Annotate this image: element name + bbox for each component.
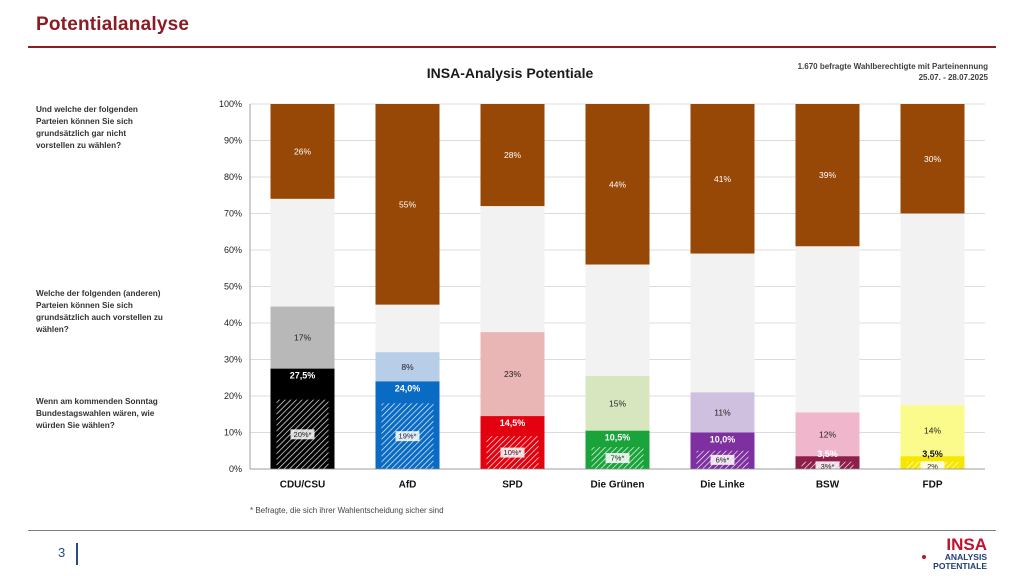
bar-rejection: [585, 104, 650, 265]
x-tick-label: Die Grünen: [591, 480, 645, 491]
insa-logo: INSA ANALYSIS POTENTIALE: [922, 535, 988, 571]
question-potential: Welche der folgenden (anderen) Parteien …: [36, 289, 163, 334]
label-certain-bg: [500, 447, 525, 458]
y-tick-label: 10%: [224, 428, 242, 438]
bar-rejection: [375, 104, 440, 305]
x-tick-label: FDP: [923, 480, 943, 491]
bar-neutral: [795, 246, 860, 413]
footnote: * Befragte, die sich ihrer Wahlentscheid…: [250, 506, 444, 515]
bar-potential: [480, 332, 545, 417]
label-certain-bg: [710, 454, 735, 465]
svg-text:INSA: INSA: [946, 535, 987, 554]
label-certain: 6%*: [716, 455, 730, 464]
page-number: 3: [58, 545, 66, 560]
bar-neutral: [690, 253, 755, 393]
label-vote: 24,0%: [395, 383, 421, 393]
question-rejection: Und welche der folgenden Parteien können…: [36, 105, 138, 150]
bar-neutral: [375, 304, 440, 353]
label-certain: 10%*: [504, 448, 522, 457]
label-potential: 15%: [609, 398, 626, 408]
bar-potential: [585, 375, 650, 431]
label-vote: 10,5%: [605, 433, 631, 443]
x-tick-label: Die Linke: [700, 480, 745, 491]
label-rejection: 26%: [294, 146, 311, 156]
label-potential: 23%: [504, 369, 521, 379]
label-potential: 14%: [924, 426, 941, 436]
sample-info: 1.670 befragte Wahlberechtigte mit Parte…: [798, 61, 988, 83]
label-certain: 7%*: [611, 454, 625, 463]
label-certain-bg: [815, 461, 840, 472]
bar-potential: [690, 392, 755, 433]
x-tick-label: BSW: [816, 480, 840, 491]
bar-potential: [795, 412, 860, 457]
label-rejection: 28%: [504, 150, 521, 160]
label-certain: 19%*: [399, 432, 417, 441]
label-certain-bg: [395, 431, 420, 442]
label-vote: 10,0%: [710, 435, 736, 445]
bar-potential: [270, 306, 335, 369]
bar-rejection: [480, 104, 545, 207]
bar-neutral: [585, 264, 650, 376]
bars: [270, 104, 965, 469]
label-certain-bg: [605, 453, 630, 464]
y-tick-label: 20%: [224, 391, 242, 401]
y-tick-label: 30%: [224, 355, 242, 365]
label-rejection: 44%: [609, 179, 626, 189]
axes: 0% 10% 20% 30% 40% 50% 60% 70% 80% 90% 100% CDU/CSU…: [219, 99, 985, 491]
label-vote: 14,5%: [500, 418, 526, 428]
bar-neutral: [900, 213, 965, 406]
y-tick-label: 80%: [224, 172, 242, 182]
label-certain: 2%: [927, 462, 938, 471]
label-rejection: 30%: [924, 154, 941, 164]
label-rejection: 39%: [819, 170, 836, 180]
title-divider: [28, 46, 996, 48]
label-rejection: 41%: [714, 174, 731, 184]
footer-divider: [28, 530, 996, 531]
y-tick-label: 100%: [219, 99, 242, 109]
label-rejection: 55%: [399, 199, 416, 209]
label-potential: 17%: [294, 333, 311, 343]
bar-neutral: [270, 198, 335, 307]
page-title: Potentialanalyse: [36, 14, 190, 35]
svg-text:ANALYSIS: ANALYSIS: [945, 552, 988, 562]
bar-neutral: [480, 206, 545, 333]
page-number-bar: [76, 543, 78, 565]
label-potential: 8%: [401, 362, 414, 372]
bar-potential: [900, 405, 965, 457]
bar-rejection: [690, 104, 755, 254]
y-tick-label: 50%: [224, 282, 242, 292]
y-tick-label: 0%: [229, 464, 242, 474]
bar-rejection: [270, 104, 335, 199]
sample-size: 1.670 befragte Wahlberechtigte mit Parte…: [797, 62, 988, 71]
y-tick-label: 70%: [224, 209, 242, 219]
label-certain-bg: [290, 429, 315, 440]
label-vote: 3,5%: [922, 449, 943, 459]
label-certain: 20%*: [294, 430, 312, 439]
chart-title: INSA-Analysis Potentiale: [426, 65, 594, 81]
label-potential: 12%: [819, 429, 836, 439]
survey-period: 25.07. - 28.07.2025: [918, 73, 988, 82]
svg-text:POTENTIALE: POTENTIALE: [933, 561, 987, 571]
question-vote: Wenn am kommenden Sonntag Bundestagswahl…: [36, 397, 158, 430]
x-tick-label: SPD: [502, 480, 523, 491]
label-vote: 27,5%: [290, 371, 316, 381]
x-tick-label: CDU/CSU: [280, 480, 326, 491]
x-tick-label: AfD: [399, 480, 417, 491]
bar-rejection: [900, 104, 965, 214]
label-certain: 3%*: [821, 462, 835, 471]
label-vote: 3,5%: [817, 449, 838, 459]
y-tick-label: 40%: [224, 318, 242, 328]
label-potential: 11%: [714, 407, 731, 417]
bar-potential: [375, 352, 440, 382]
label-certain-bg: [920, 461, 945, 472]
y-tick-label: 60%: [224, 245, 242, 255]
data-labels: 26% 17% 27,5% 20%* 55% 8% 24,0% 19%* 28% 23% 14,5%…: [290, 146, 945, 472]
bar-rejection: [795, 104, 860, 247]
y-tick-label: 90%: [224, 136, 242, 146]
